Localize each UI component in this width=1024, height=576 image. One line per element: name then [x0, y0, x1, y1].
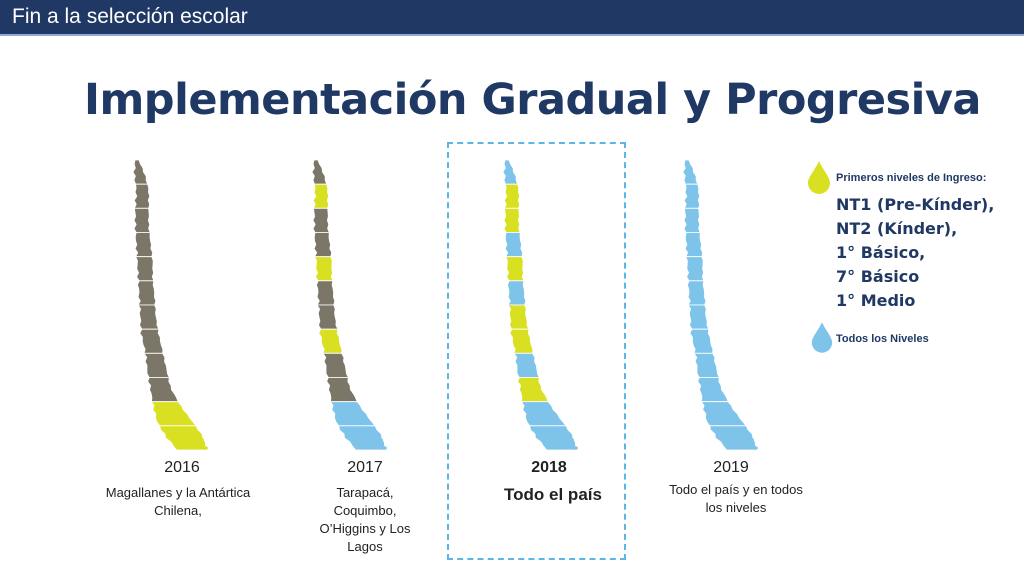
- map-region-4: [134, 232, 154, 258]
- header-title: Fin a la selección escolar: [12, 5, 248, 28]
- year-label-2018: 2018: [531, 459, 567, 476]
- map-island-1: [728, 439, 738, 445]
- map-region-3: [312, 207, 330, 233]
- map-island-6: [381, 446, 387, 450]
- map-region-10: [147, 377, 179, 403]
- map-island-4: [346, 434, 354, 438]
- chile-map-2019: [682, 160, 758, 451]
- map-island-5: [556, 432, 562, 436]
- map-island-2: [559, 443, 567, 449]
- header-bar: Fin a la selección escolar: [0, 0, 1024, 34]
- legend-level-item: NT2 (Kínder),: [836, 219, 958, 238]
- blue-drop-icon: [811, 322, 833, 353]
- map-region-8: [139, 328, 164, 354]
- chile-map-2017: [311, 160, 387, 451]
- legend-levels-list: NT1 (Pre-Kínder), NT2 (Kínder), 1° Básic…: [836, 193, 994, 313]
- map-island-1: [178, 439, 188, 445]
- map-island-3: [748, 438, 754, 442]
- map-region-9: [143, 352, 170, 378]
- map-region-5: [314, 256, 334, 282]
- map-region-2: [312, 183, 330, 209]
- map-region-8: [318, 328, 343, 354]
- legend-level-item: 7° Básico: [836, 267, 920, 286]
- legend-all-levels: Todos los Niveles: [836, 333, 929, 345]
- chile-map-2018: [502, 160, 578, 451]
- map-island-5: [186, 432, 192, 436]
- map-island-3: [568, 438, 574, 442]
- map-region-10: [697, 377, 729, 403]
- map-island-6: [752, 446, 758, 450]
- chile-map-2016: [132, 160, 208, 451]
- map-region-8: [689, 328, 714, 354]
- map-region-7: [137, 304, 160, 330]
- map-region-9: [322, 352, 349, 378]
- page-title: Implementación Gradual y Progresiva: [84, 75, 981, 125]
- year-label-2017: 2017: [347, 459, 383, 476]
- year-label-2016: 2016: [164, 459, 200, 476]
- map-region-12: [159, 425, 208, 451]
- map-region-4: [313, 232, 333, 258]
- caption-2017: Tarapacá, Coquimbo, O’Higgins y Los Lago…: [319, 485, 411, 554]
- map-region-11: [150, 401, 197, 427]
- map-region-3: [683, 207, 701, 233]
- map-region-2: [133, 183, 151, 209]
- map-island-4: [537, 434, 545, 438]
- map-region-5: [505, 256, 525, 282]
- map-region-11: [329, 401, 376, 427]
- map-region-10: [517, 377, 549, 403]
- map-region-4: [504, 232, 524, 258]
- map-region-5: [135, 256, 155, 282]
- map-region-4: [684, 232, 704, 258]
- map-region-3: [503, 207, 521, 233]
- map-region-5: [685, 256, 705, 282]
- map-island-4: [167, 434, 175, 438]
- map-island-2: [739, 443, 747, 449]
- map-region-6: [687, 280, 707, 306]
- map-island-1: [548, 439, 558, 445]
- map-region-11: [700, 401, 747, 427]
- map-region-9: [513, 352, 540, 378]
- map-island-4: [717, 434, 725, 438]
- yellow-drop-icon: [808, 161, 830, 194]
- map-island-3: [198, 438, 204, 442]
- legend-level-item: 1° Básico,: [836, 243, 926, 262]
- map-island-1: [357, 439, 367, 445]
- map-island-2: [368, 443, 376, 449]
- legend-first-levels-heading: Primeros niveles de Ingreso:: [836, 172, 987, 184]
- map-region-7: [687, 304, 710, 330]
- map-region-1: [682, 160, 699, 185]
- map-region-1: [132, 160, 149, 185]
- map-region-1: [502, 160, 519, 185]
- map-region-3: [133, 207, 151, 233]
- map-region-9: [693, 352, 720, 378]
- map-region-12: [338, 425, 387, 451]
- map-region-12: [529, 425, 578, 451]
- legend-level-item: NT1 (Pre-Kínder),: [836, 195, 995, 214]
- map-region-2: [503, 183, 521, 209]
- map-island-3: [377, 438, 383, 442]
- map-region-1: [311, 160, 328, 185]
- map-region-6: [137, 280, 157, 306]
- caption-2018: Todo el país: [504, 485, 602, 504]
- map-region-6: [507, 280, 527, 306]
- map-island-5: [365, 432, 371, 436]
- year-label-2019: 2019: [713, 459, 749, 476]
- map-island-5: [736, 432, 742, 436]
- map-region-7: [316, 304, 339, 330]
- map-island-2: [189, 443, 197, 449]
- caption-2016: Magallanes y la Antártica Chilena,: [105, 485, 251, 518]
- highlight-box-2018: [447, 142, 626, 560]
- map-region-12: [709, 425, 758, 451]
- map-region-8: [509, 328, 534, 354]
- legend-level-item: 1° Medio: [836, 291, 916, 310]
- map-region-6: [316, 280, 336, 306]
- map-island-6: [202, 446, 208, 450]
- map-region-10: [326, 377, 358, 403]
- map-island-6: [572, 446, 578, 450]
- header-divider: [0, 34, 1024, 36]
- map-region-7: [507, 304, 530, 330]
- map-region-11: [520, 401, 567, 427]
- map-region-2: [683, 183, 701, 209]
- caption-2019: Todo el país y en todos los niveles: [669, 482, 803, 515]
